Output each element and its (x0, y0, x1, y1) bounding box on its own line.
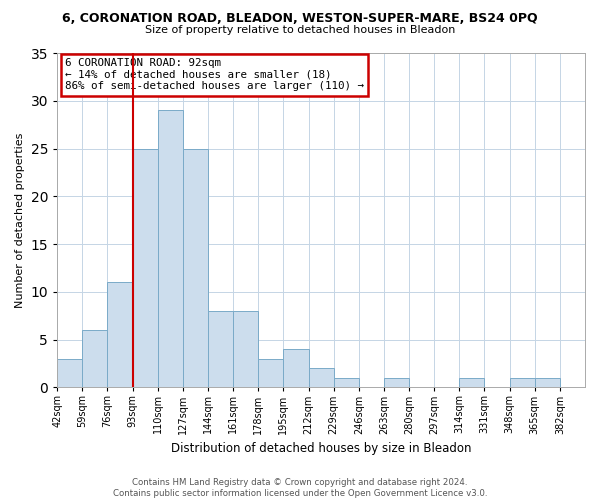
Text: Size of property relative to detached houses in Bleadon: Size of property relative to detached ho… (145, 25, 455, 35)
Y-axis label: Number of detached properties: Number of detached properties (15, 132, 25, 308)
Bar (158, 110, 183, 388)
Bar (334, 378, 359, 388)
Bar (233, 311, 258, 388)
Bar (460, 378, 484, 388)
Bar (133, 148, 158, 388)
Bar (208, 311, 233, 388)
Bar (82, 330, 107, 388)
Bar (384, 378, 409, 388)
Bar (308, 368, 334, 388)
Bar (183, 148, 208, 388)
Text: 6, CORONATION ROAD, BLEADON, WESTON-SUPER-MARE, BS24 0PQ: 6, CORONATION ROAD, BLEADON, WESTON-SUPE… (62, 12, 538, 26)
X-axis label: Distribution of detached houses by size in Bleadon: Distribution of detached houses by size … (171, 442, 472, 455)
Bar (107, 282, 133, 388)
Text: Contains HM Land Registry data © Crown copyright and database right 2024.
Contai: Contains HM Land Registry data © Crown c… (113, 478, 487, 498)
Bar (535, 378, 560, 388)
Bar (258, 358, 283, 388)
Bar (283, 349, 308, 388)
Bar (509, 378, 535, 388)
Bar (57, 358, 82, 388)
Text: 6 CORONATION ROAD: 92sqm
← 14% of detached houses are smaller (18)
86% of semi-d: 6 CORONATION ROAD: 92sqm ← 14% of detach… (65, 58, 364, 91)
